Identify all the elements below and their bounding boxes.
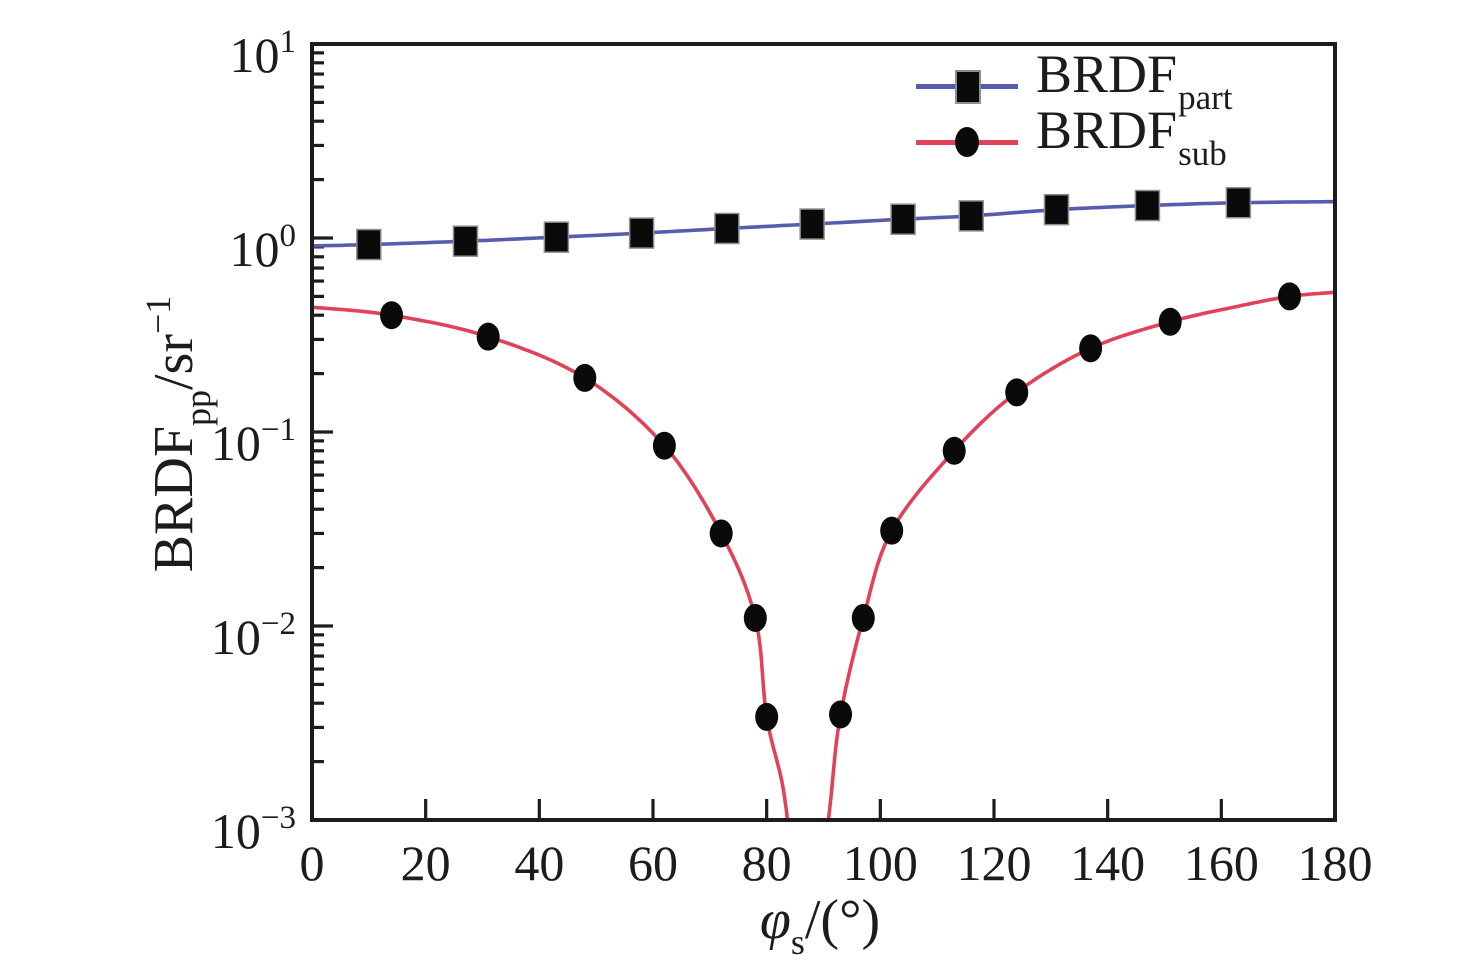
data-point-circle <box>380 301 404 330</box>
legend-label-sub-main: BRDF <box>1036 100 1178 160</box>
data-point-square <box>1043 193 1070 226</box>
x-axis-label-sub: s <box>790 922 805 962</box>
legend-square-marker-icon <box>955 70 981 104</box>
y-axis-label-sub: pp <box>178 390 218 427</box>
legend-label-part-main: BRDF <box>1036 44 1178 104</box>
legend-label-part: BRDFpart <box>1036 46 1233 126</box>
data-point-circle <box>573 363 597 392</box>
x-axis-label-unit: /(°) <box>804 889 881 951</box>
data-point-square <box>958 200 985 232</box>
data-point-circle <box>709 519 733 548</box>
y-tick-label: 101 <box>138 10 297 83</box>
y-axis-label-main: BRDF <box>143 426 205 573</box>
data-point-square <box>356 228 382 261</box>
x-tick-label: 80 <box>741 835 792 891</box>
data-point-square <box>714 212 740 245</box>
data-point-circle <box>755 702 779 731</box>
x-axis-label: φs/(°) <box>660 888 980 963</box>
y-tick-exponent: −1 <box>260 412 296 448</box>
legend-label-sub-sub: sub <box>1178 134 1227 173</box>
data-point-circle <box>942 436 966 465</box>
data-point-square <box>452 225 479 257</box>
x-tick-label: 120 <box>956 835 1032 891</box>
y-tick-exponent: −3 <box>260 800 296 836</box>
plot-frame <box>310 42 1337 822</box>
x-axis-label-symbol: φ <box>759 889 791 951</box>
data-point-circle <box>476 322 500 351</box>
x-tick-label: 140 <box>1070 835 1146 891</box>
data-point-circle <box>1278 282 1302 311</box>
y-axis-label-sup: −1 <box>138 295 178 335</box>
y-tick-base: 10 <box>229 27 280 83</box>
data-point-circle <box>851 603 875 632</box>
y-tick-exponent: 1 <box>279 24 297 60</box>
y-tick-base: 10 <box>210 415 261 471</box>
data-point-circle <box>1079 334 1103 363</box>
legend-sample-sub <box>916 114 1018 170</box>
x-tick-label: 0 <box>299 835 325 891</box>
y-tick-base: 10 <box>229 221 280 277</box>
y-tick-exponent: −2 <box>260 606 296 642</box>
y-axis-label: BRDFpp/sr−1 <box>122 134 218 734</box>
data-point-square <box>1134 189 1161 222</box>
legend-item-brdf-part: BRDFpart <box>916 46 1233 117</box>
y-axis-label-unit: /sr <box>143 334 205 391</box>
x-tick-label: 180 <box>1297 835 1373 891</box>
data-point-circle <box>1005 378 1029 407</box>
x-tick-label: 20 <box>400 835 451 891</box>
data-point-circle <box>743 603 767 632</box>
x-tick-label: 40 <box>514 835 565 891</box>
data-point-circle <box>652 431 676 460</box>
data-point-square <box>543 221 570 253</box>
y-tick-label: 100 <box>138 204 297 277</box>
y-tick-base: 10 <box>210 609 261 665</box>
legend-sample-part <box>916 58 1018 114</box>
legend-label-sub: BRDFsub <box>1036 102 1227 182</box>
y-tick-label: 10−3 <box>138 786 296 859</box>
data-point-square <box>628 217 655 249</box>
legend: BRDFpart BRDFsub <box>916 46 1233 173</box>
data-point-square <box>1225 186 1252 219</box>
x-tick-label: 100 <box>842 835 918 891</box>
y-tick-label: 10−2 <box>138 592 296 665</box>
data-point-circle <box>880 516 904 545</box>
data-point-circle <box>829 700 853 729</box>
y-tick-label: 10−1 <box>138 398 296 471</box>
data-point-square <box>799 208 825 240</box>
y-tick-base: 10 <box>210 803 261 859</box>
data-point-circle <box>1158 307 1182 336</box>
data-point-square <box>890 203 916 235</box>
legend-circle-marker-icon <box>955 127 979 157</box>
legend-label-part-sub: part <box>1178 78 1233 117</box>
x-tick-label: 160 <box>1183 835 1259 891</box>
x-tick-label: 60 <box>628 835 678 891</box>
legend-item-brdf-sub: BRDFsub <box>916 102 1233 173</box>
y-tick-exponent: 0 <box>279 218 297 254</box>
